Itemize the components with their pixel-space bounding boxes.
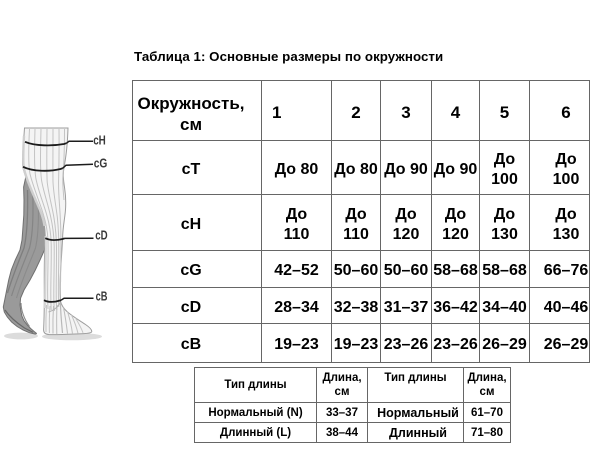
svg-text:cD: cD (95, 228, 107, 242)
svg-text:cH: cH (93, 134, 106, 148)
svg-text:cG: cG (94, 156, 108, 170)
svg-text:cB: cB (96, 290, 108, 304)
